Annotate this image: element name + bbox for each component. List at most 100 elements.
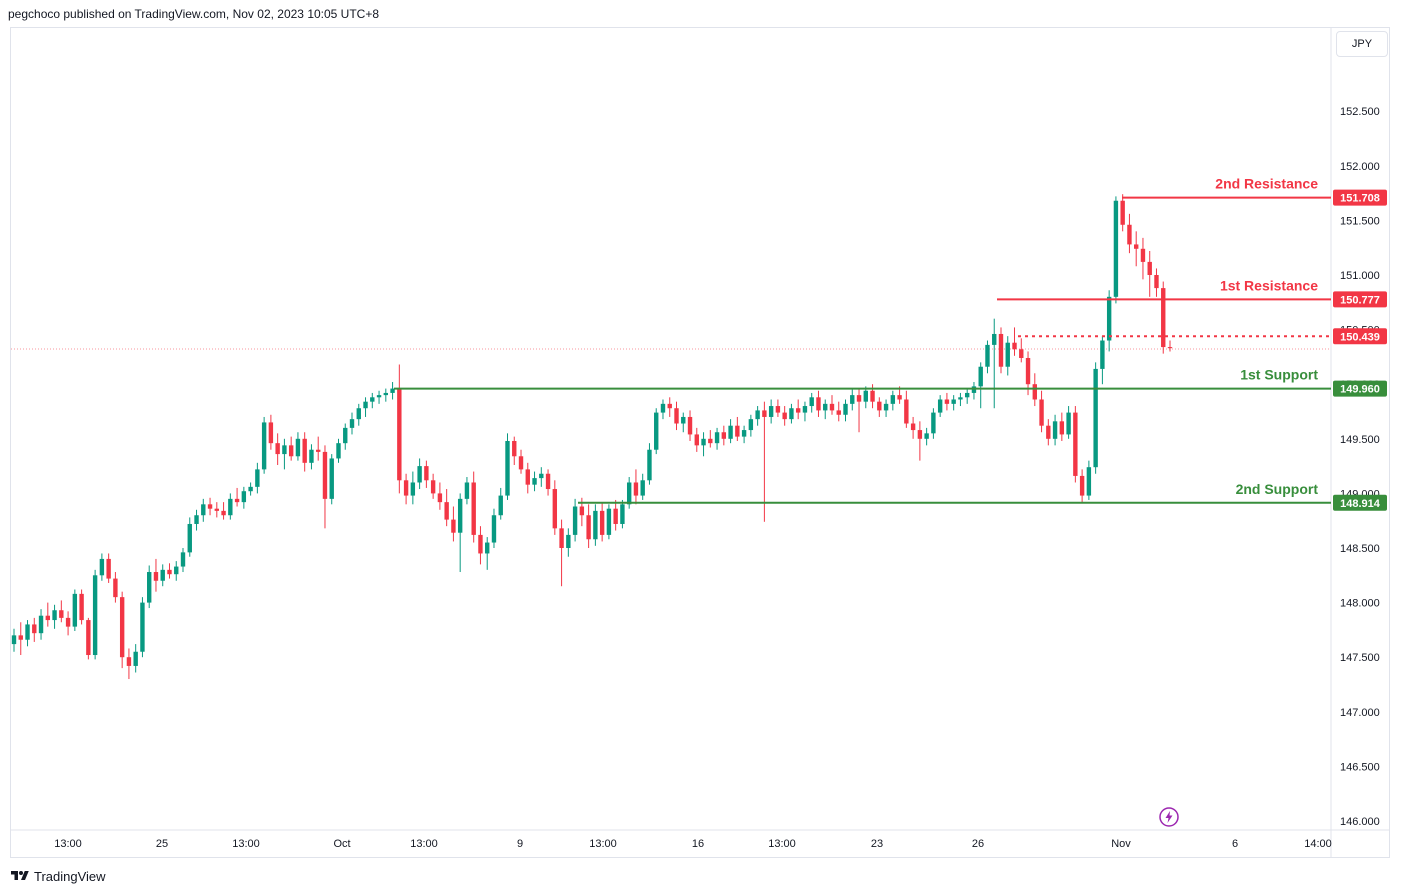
candle-down[interactable]	[1073, 412, 1078, 476]
candle-up[interactable]	[349, 419, 355, 428]
candle-up[interactable]	[194, 515, 199, 524]
candle-down[interactable]	[1059, 421, 1065, 435]
candle-up[interactable]	[228, 498, 233, 516]
candle-down[interactable]	[126, 657, 132, 666]
candle-down[interactable]	[106, 558, 111, 579]
candle-down[interactable]	[836, 410, 841, 415]
candle-up[interactable]	[370, 397, 375, 402]
candle-up[interactable]	[789, 408, 794, 420]
candle-up[interactable]	[924, 433, 929, 439]
candle-down[interactable]	[316, 449, 321, 452]
candle-down[interactable]	[782, 412, 787, 420]
candle-up[interactable]	[356, 408, 361, 420]
candle-down[interactable]	[735, 425, 740, 437]
candle-down[interactable]	[1025, 357, 1031, 385]
candle-up[interactable]	[1113, 200, 1119, 297]
candle-down[interactable]	[674, 408, 679, 424]
candle-up[interactable]	[1100, 340, 1105, 369]
candle-down[interactable]	[944, 399, 950, 404]
candle-up[interactable]	[883, 403, 889, 411]
candle-down[interactable]	[904, 399, 909, 424]
candle-up[interactable]	[863, 390, 868, 402]
candle-down[interactable]	[221, 510, 226, 516]
candle-up[interactable]	[417, 466, 422, 483]
candle-down[interactable]	[708, 438, 713, 444]
candle-up[interactable]	[566, 534, 571, 548]
candle-up[interactable]	[485, 542, 490, 554]
candle-up[interactable]	[201, 504, 206, 516]
candle-down[interactable]	[444, 502, 449, 520]
candle-down[interactable]	[687, 416, 693, 435]
candle-up[interactable]	[282, 445, 287, 455]
candle-up[interactable]	[1052, 421, 1058, 439]
candle-down[interactable]	[167, 569, 172, 575]
candle-up[interactable]	[937, 399, 943, 413]
candle-down[interactable]	[1032, 384, 1037, 400]
candle-up[interactable]	[72, 593, 78, 627]
lightning-icon[interactable]	[1159, 807, 1179, 827]
candle-up[interactable]	[180, 552, 186, 567]
candle-up[interactable]	[11, 635, 17, 645]
currency-button[interactable]: JPY	[1336, 31, 1388, 57]
candle-down[interactable]	[1039, 399, 1044, 426]
candle-up[interactable]	[931, 412, 936, 434]
candle-up[interactable]	[843, 403, 848, 415]
candle-down[interactable]	[829, 403, 835, 411]
candle-down[interactable]	[214, 508, 220, 511]
candle-down[interactable]	[113, 578, 118, 598]
candle-up[interactable]	[25, 624, 30, 640]
candle-up[interactable]	[593, 510, 598, 540]
candle-up[interactable]	[99, 558, 105, 576]
candle-up[interactable]	[295, 438, 301, 457]
candle-down[interactable]	[153, 572, 159, 581]
candle-down[interactable]	[119, 597, 125, 658]
candle-down[interactable]	[430, 480, 436, 494]
candle-up[interactable]	[309, 449, 314, 463]
candle-up[interactable]	[1106, 296, 1112, 341]
candle-up[interactable]	[1093, 368, 1098, 468]
candle-up[interactable]	[52, 610, 57, 621]
candle-down[interactable]	[1167, 347, 1173, 349]
candle-down[interactable]	[268, 422, 274, 444]
candle-up[interactable]	[160, 569, 165, 581]
candle-up[interactable]	[572, 506, 578, 535]
candle-down[interactable]	[1154, 275, 1159, 289]
candle-up[interactable]	[768, 406, 774, 417]
candle-up[interactable]	[951, 399, 956, 404]
candle-up[interactable]	[410, 482, 416, 496]
candle-up[interactable]	[532, 478, 537, 485]
candle-up[interactable]	[343, 427, 348, 444]
candle-up[interactable]	[38, 615, 44, 634]
candle-down[interactable]	[234, 498, 240, 503]
tradingview-logo-icon[interactable]	[10, 869, 30, 883]
footer-brand[interactable]: TradingView	[34, 868, 106, 884]
candle-up[interactable]	[329, 458, 334, 499]
candle-up[interactable]	[464, 482, 470, 499]
candle-down[interactable]	[478, 534, 483, 554]
candle-down[interactable]	[613, 508, 618, 524]
candle-up[interactable]	[363, 401, 368, 409]
candle-down[interactable]	[59, 610, 64, 618]
candle-down[interactable]	[633, 482, 639, 496]
candle-up[interactable]	[978, 366, 983, 387]
candle-up[interactable]	[809, 397, 814, 407]
candle-up[interactable]	[681, 416, 686, 424]
candle-up[interactable]	[336, 443, 341, 459]
candle-down[interactable]	[599, 510, 605, 535]
candle-up[interactable]	[647, 449, 652, 481]
candle-down[interactable]	[1140, 248, 1146, 262]
candle-up[interactable]	[92, 575, 98, 656]
candle-up[interactable]	[133, 651, 138, 666]
candle-up[interactable]	[1086, 467, 1092, 496]
candle-up[interactable]	[640, 480, 645, 496]
candle-down[interactable]	[667, 403, 672, 409]
candle-down[interactable]	[795, 408, 801, 413]
candle-down[interactable]	[1019, 349, 1024, 358]
candle-up[interactable]	[802, 406, 808, 413]
candle-down[interactable]	[288, 445, 294, 457]
candle-down[interactable]	[512, 440, 517, 457]
candle-up[interactable]	[890, 395, 896, 404]
candle-down[interactable]	[45, 615, 50, 621]
candle-down[interactable]	[397, 388, 402, 481]
